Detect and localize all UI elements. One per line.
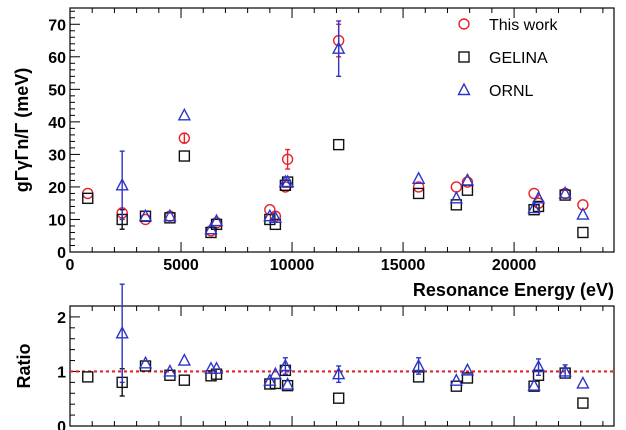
legend-marker (459, 52, 469, 62)
y-tick-label: 70 (48, 17, 66, 34)
data-point-square (578, 227, 588, 237)
y-tick-label: 2 (57, 310, 66, 327)
data-point-square (334, 140, 344, 150)
data-point-square (179, 375, 189, 385)
data-point-triangle (451, 375, 462, 386)
x-tick-label: 20000 (492, 257, 537, 274)
data-point-square (578, 398, 588, 408)
y-tick-label: 40 (48, 115, 66, 132)
y-axis-title: Ratio (14, 343, 34, 388)
y-axis-title: gΓγΓn/Γ (meV) (12, 68, 32, 192)
x-tick-label: 10000 (270, 257, 315, 274)
y-tick-label: 60 (48, 50, 66, 67)
legend-entry: GELINA (489, 50, 548, 67)
ratio-panel: 0 1 2 Ratio (14, 284, 614, 430)
y-tick-label: 20 (48, 180, 66, 197)
y-tick-label: 30 (48, 147, 66, 164)
legend-entry: ORNL (489, 83, 534, 100)
y-tick-label: 50 (48, 82, 66, 99)
legend-marker (459, 19, 469, 29)
y-tick-label: 1 (57, 364, 66, 381)
data-point-circle (451, 182, 461, 192)
x-axis-title: Resonance Energy (eV) (413, 280, 614, 300)
data-point-square (179, 151, 189, 161)
x-tick-label: 15000 (381, 257, 426, 274)
y-tick-label: 10 (48, 212, 66, 229)
data-point-triangle (179, 355, 190, 366)
data-point-triangle (140, 357, 151, 368)
data-point-square (334, 393, 344, 403)
top-panel: 0 5000 10000 15000 20000 0 10 20 30 40 50 60 70 gΓγΓn… (12, 8, 614, 300)
legend-marker (459, 84, 470, 95)
data-point-triangle (451, 192, 462, 203)
y-tick-label: 0 (57, 245, 66, 262)
data-point-square (451, 200, 461, 210)
data-point-square (83, 372, 93, 382)
x-tick-label: 0 (66, 257, 75, 274)
data-point-triangle (577, 377, 588, 388)
x-tick-label: 5000 (163, 257, 199, 274)
y-tick-label: 0 (57, 419, 66, 430)
data-point-triangle (179, 109, 190, 120)
plot-frame (70, 306, 614, 426)
legend-entry: This work (489, 17, 558, 34)
